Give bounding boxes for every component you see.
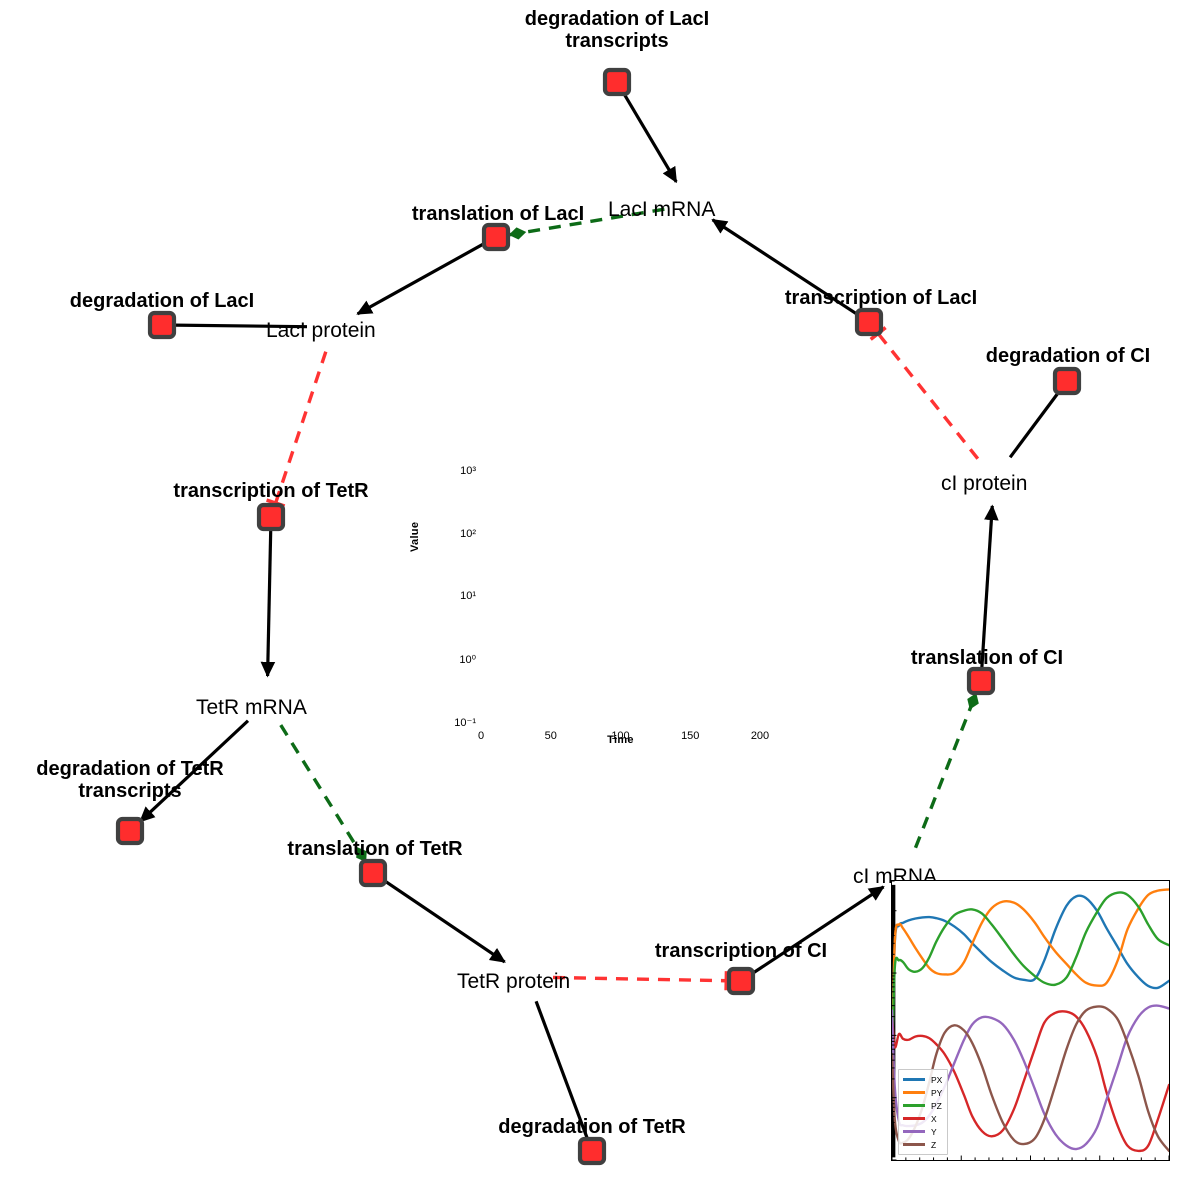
edge-translation_tetr-to-tetr_protein (382, 878, 506, 964)
edge-deg_laci_transcripts-to-laci_mrna (621, 91, 678, 184)
legend-item-Z[interactable]: Z (903, 1138, 942, 1151)
legend-swatch-X (903, 1117, 925, 1120)
edge-ci_protein-to-transcription_laci (869, 326, 980, 460)
legend-item-PZ[interactable]: PZ (903, 1099, 942, 1112)
chart-series-PX (892, 894, 1169, 1070)
edge-transcription_ci-to-ci_mrna (750, 885, 885, 976)
edge-transcription_laci-to-laci_mrna (711, 218, 860, 317)
edge-translation_ci-to-ci_protein (980, 504, 999, 670)
legend-label-PZ: PZ (931, 1100, 942, 1111)
chart-series-X (892, 1010, 1169, 1153)
chart-ytick: 10¹ (460, 590, 476, 603)
edge-tetr_mrna-to-deg_tetr_transcripts (139, 719, 250, 823)
reaction-node-transcription_tetr[interactable] (256, 502, 286, 532)
chart-xtick: 100 (611, 730, 630, 742)
legend-swatch-Z (903, 1143, 925, 1146)
chart-xtick: 0 (477, 730, 485, 742)
edge-translation_laci-to-laci_protein (356, 241, 487, 316)
reaction-node-transcription_laci[interactable] (854, 307, 884, 337)
legend-swatch-PX (903, 1078, 925, 1081)
legend-swatch-PY (903, 1091, 925, 1094)
chart-xtick: 150 (681, 730, 700, 742)
edge-deg_laci-to-laci_protein (173, 323, 308, 329)
legend-swatch-PZ (903, 1104, 925, 1107)
legend-item-PY[interactable]: PY (903, 1086, 942, 1099)
chart-ytick: 10⁰ (459, 654, 476, 667)
edge-tetr_mrna-to-translation_tetr (279, 724, 368, 863)
chart-series-PY (892, 888, 1169, 1070)
reaction-node-deg_ci[interactable] (1052, 366, 1082, 396)
reaction-node-deg_tetr[interactable] (577, 1136, 607, 1166)
reaction-node-transcription_ci[interactable] (726, 966, 756, 996)
edge-deg_ci-to-ci_protein (1008, 389, 1062, 459)
reaction-node-translation_ci[interactable] (966, 666, 996, 696)
timecourse-plot[interactable]: Value 10⁻¹ 10⁰ 10¹ 10² 10³ PX PY PZ X Y Z 0 50 100 1… (409, 437, 1170, 1161)
reaction-node-deg_laci[interactable] (147, 310, 177, 340)
legend-label-Y: Y (931, 1126, 937, 1137)
edge-laci_mrna-to-translation_laci (508, 207, 665, 240)
reaction-node-deg_laci_transcripts[interactable] (602, 67, 632, 97)
chart-ytick: 10² (460, 527, 476, 540)
reaction-node-translation_tetr[interactable] (358, 858, 388, 888)
legend-label-PY: PY (931, 1087, 943, 1098)
chart-ytick: 10³ (460, 464, 476, 477)
legend-item-Y[interactable]: Y (903, 1125, 942, 1138)
edge-transcription_tetr-to-tetr_mrna (260, 528, 276, 678)
legend-label-Z: Z (931, 1139, 937, 1150)
edge-laci_protein-to-transcription_tetr (266, 351, 328, 508)
edge-tetr_protein-to-deg_tetr (534, 1000, 589, 1139)
chart-legend[interactable]: PX PY PZ X Y Z (898, 1069, 949, 1155)
chart-plot-area[interactable]: PX PY PZ X Y Z (891, 880, 1170, 1161)
legend-label-X: X (931, 1113, 937, 1124)
edge-tetr_protein-to-transcription_ci (552, 971, 729, 991)
reaction-node-translation_laci[interactable] (481, 222, 511, 252)
legend-label-PX: PX (931, 1074, 943, 1085)
legend-swatch-Y (903, 1130, 925, 1133)
chart-xlabel: Time (607, 734, 634, 746)
chart-xtick: 50 (544, 730, 557, 742)
reaction-node-deg_tetr_transcripts[interactable] (115, 816, 145, 846)
chart-series-PZ (892, 891, 1169, 1070)
edge-ci_mrna-to-translation_ci (913, 692, 979, 849)
legend-item-X[interactable]: X (903, 1112, 942, 1125)
legend-item-PX[interactable]: PX (903, 1073, 942, 1086)
chart-ytick: 10⁻¹ (454, 717, 476, 729)
chart-xtick: 200 (750, 730, 770, 742)
